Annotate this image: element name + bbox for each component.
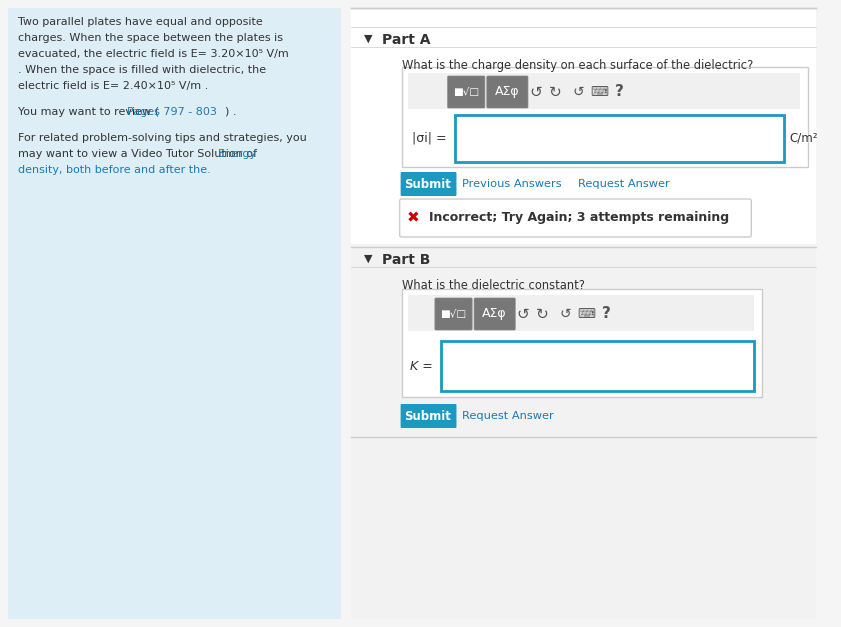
Text: . When the space is filled with dielectric, the: . When the space is filled with dielectr…: [18, 65, 266, 75]
Text: ▼: ▼: [364, 254, 373, 264]
FancyBboxPatch shape: [409, 295, 754, 331]
Text: ⌨: ⌨: [590, 85, 609, 98]
Text: For related problem-solving tips and strategies, you: For related problem-solving tips and str…: [18, 133, 306, 143]
Text: Request Answer: Request Answer: [578, 179, 669, 189]
Text: What is the charge density on each surface of the dielectric?: What is the charge density on each surfa…: [402, 59, 753, 72]
Text: Submit: Submit: [405, 177, 452, 191]
FancyBboxPatch shape: [399, 199, 751, 237]
Text: ■√□: ■√□: [441, 309, 467, 319]
Text: ⌨: ⌨: [578, 307, 595, 320]
FancyBboxPatch shape: [402, 289, 762, 397]
Text: ↺: ↺: [559, 307, 571, 321]
Text: Request Answer: Request Answer: [463, 411, 554, 421]
Text: ?: ?: [602, 307, 611, 322]
FancyBboxPatch shape: [351, 8, 816, 619]
Text: K =: K =: [410, 359, 433, 372]
FancyBboxPatch shape: [400, 172, 457, 196]
Text: Energy: Energy: [218, 149, 257, 159]
FancyBboxPatch shape: [456, 115, 784, 162]
Text: ?: ?: [615, 85, 623, 100]
FancyBboxPatch shape: [474, 298, 516, 330]
Text: charges. When the space between the plates is: charges. When the space between the plat…: [18, 33, 283, 43]
Text: evacuated, the electric field is E= 3.20×10⁵ V/m: evacuated, the electric field is E= 3.20…: [18, 49, 288, 59]
Text: AΣφ: AΣφ: [495, 85, 520, 98]
FancyBboxPatch shape: [441, 341, 754, 391]
FancyBboxPatch shape: [402, 67, 808, 167]
Text: density, both before and after the.: density, both before and after the.: [18, 165, 210, 175]
FancyBboxPatch shape: [487, 76, 528, 108]
Text: AΣφ: AΣφ: [483, 307, 507, 320]
FancyBboxPatch shape: [351, 244, 816, 619]
FancyBboxPatch shape: [8, 8, 341, 619]
FancyBboxPatch shape: [409, 73, 801, 109]
Text: You may want to review (: You may want to review (: [18, 107, 159, 117]
Text: ↺: ↺: [572, 85, 584, 99]
Text: Previous Answers: Previous Answers: [463, 179, 562, 189]
Text: C/m²: C/m²: [790, 132, 818, 144]
Text: ↺: ↺: [530, 85, 542, 100]
Text: ↺: ↺: [516, 307, 530, 322]
Text: electric field is E= 2.40×10⁵ V/m .: electric field is E= 2.40×10⁵ V/m .: [18, 81, 208, 91]
FancyBboxPatch shape: [435, 298, 472, 330]
Text: Pages 797 - 803: Pages 797 - 803: [127, 107, 217, 117]
FancyBboxPatch shape: [447, 76, 485, 108]
Text: Part A: Part A: [382, 33, 431, 47]
FancyBboxPatch shape: [400, 404, 457, 428]
Text: may want to view a Video Tutor Solution of: may want to view a Video Tutor Solution …: [18, 149, 260, 159]
Text: |σi| =: |σi| =: [412, 132, 447, 144]
Text: ) .: ) .: [225, 107, 237, 117]
Text: What is the dielectric constant?: What is the dielectric constant?: [402, 279, 584, 292]
Text: ✖: ✖: [407, 211, 420, 226]
Text: ■√□: ■√□: [453, 87, 479, 97]
Text: ↻: ↻: [549, 85, 562, 100]
Text: Part B: Part B: [382, 253, 431, 267]
Text: Incorrect; Try Again; 3 attempts remaining: Incorrect; Try Again; 3 attempts remaini…: [429, 211, 729, 224]
Text: Two parallel plates have equal and opposite: Two parallel plates have equal and oppos…: [18, 17, 262, 27]
Text: Submit: Submit: [405, 409, 452, 423]
Text: ↻: ↻: [537, 307, 549, 322]
Text: ▼: ▼: [364, 34, 373, 44]
